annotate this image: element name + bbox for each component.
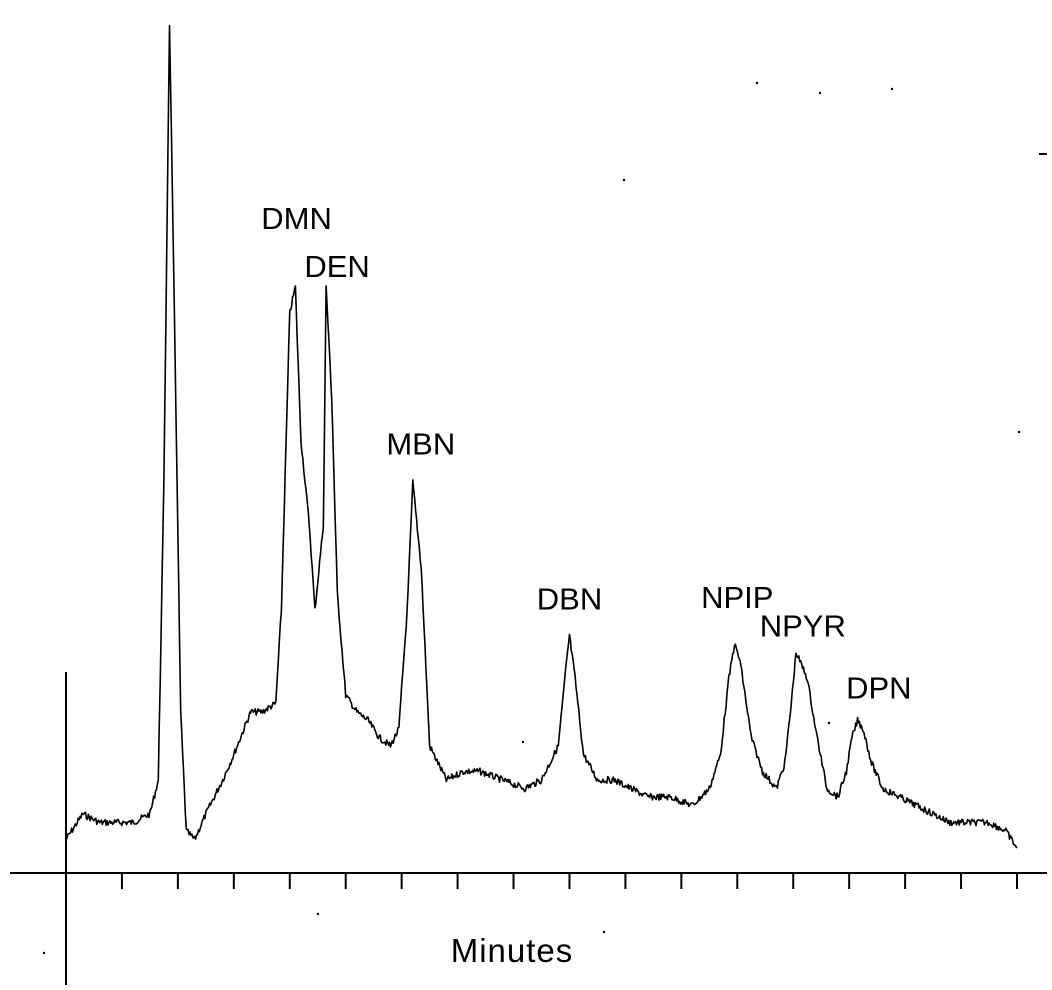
scan-specks — [42, 81, 1047, 955]
peak-label-den: DEN — [304, 249, 369, 284]
x-axis-ticks — [65, 873, 1018, 889]
peak-label-dmn: DMN — [261, 201, 332, 236]
peak-label-npip: NPIP — [701, 580, 773, 615]
chromatogram-trace — [65, 24, 1018, 849]
peak-label-npyr: NPYR — [760, 609, 846, 644]
peak-label-mbn: MBN — [386, 427, 455, 462]
peak-label-dbn: DBN — [537, 582, 602, 617]
peak-label-dpn: DPN — [846, 671, 911, 706]
x-axis-title: Minutes — [451, 932, 574, 969]
